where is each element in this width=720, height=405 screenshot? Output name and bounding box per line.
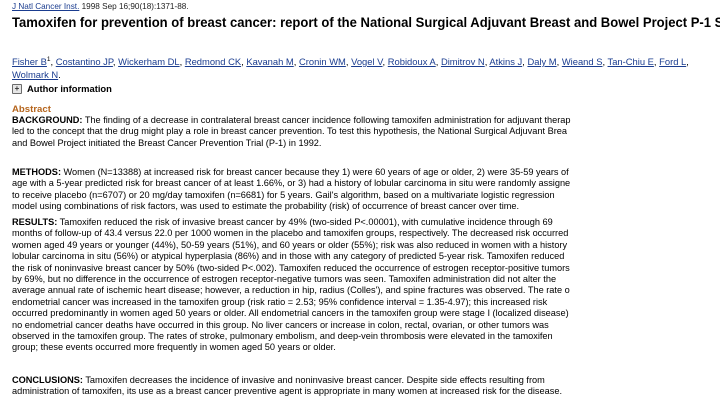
author-link[interactable]: Wickerham DL [118, 56, 180, 67]
abstract-line: METHODS: Women (N=13388) at increased ri… [12, 167, 569, 177]
abstract-line: and Bowel Project initiated the Breast C… [12, 137, 322, 148]
section-label: CONCLUSIONS: [12, 375, 83, 385]
abstract-conclusions: CONCLUSIONS: Tamoxifen decreases the inc… [12, 375, 720, 398]
abstract-line: endometrial cancer was increased in the … [12, 296, 548, 307]
author-link[interactable]: Vogel V [351, 56, 383, 67]
abstract-line: age with a 5-year predicted risk for bre… [12, 178, 571, 189]
author-link[interactable]: Cronin WM [298, 56, 346, 67]
abstract-line: by 69%, but no difference in the occurre… [12, 274, 557, 285]
citation-details: 1998 Sep 16;90(18):1371-88. [79, 2, 189, 11]
author-link[interactable]: Daly M [527, 56, 557, 67]
abstract-line: average annual rate of ischemic heart di… [12, 285, 570, 296]
abstract-line: model using combinations of risk factors… [12, 201, 520, 212]
author-information-label: Author information [27, 83, 112, 94]
abstract-methods: METHODS: Women (N=13388) at increased ri… [12, 167, 720, 213]
section-label: RESULTS: [12, 217, 58, 227]
section-label: BACKGROUND: [12, 115, 83, 125]
author-link[interactable]: Kavanah M [246, 56, 294, 67]
abstract-line: to receive placebo (n=6707) or 20 mg/day… [12, 189, 555, 200]
abstract-line: occurred predominantly in women aged 50 … [12, 308, 569, 319]
abstract-line: lobular carcinoma in situ (56%) or atypi… [12, 251, 565, 262]
author-link[interactable]: Dimitrov N [440, 56, 485, 67]
article-title: Tamoxifen for prevention of breast cance… [12, 15, 720, 30]
author-link[interactable]: Costantino JP [55, 56, 113, 67]
author-information-toggle[interactable]: + Author information [12, 83, 112, 94]
author-link[interactable]: Robidoux A [387, 56, 436, 67]
abstract-background: BACKGROUND: The finding of a decrease in… [12, 115, 720, 149]
abstract-results: RESULTS: Tamoxifen reduced the risk of i… [12, 217, 720, 354]
author-link[interactable]: Wolmark N [12, 68, 59, 80]
author-affiliation-marker: 1 [46, 56, 51, 63]
section-label: METHODS: [12, 167, 61, 177]
journal-link[interactable]: J Natl Cancer Inst. [12, 2, 80, 11]
citation: J Natl Cancer Inst. 1998 Sep 16;90(18):1… [12, 2, 189, 11]
abstract-line: led to the concept that the drug might p… [12, 126, 567, 137]
author-link[interactable]: Wieand S [561, 56, 603, 67]
abstract-line: administration of tamoxifen, its use as … [12, 386, 562, 397]
abstract-line: BACKGROUND: The finding of a decrease in… [12, 115, 571, 125]
abstract-line: the risk of noninvasive breast cancer by… [12, 262, 570, 273]
author-link[interactable]: Atkins J [489, 56, 523, 67]
author-link[interactable]: Ford L [659, 56, 687, 67]
abstract-heading: Abstract [12, 104, 51, 115]
abstract-line: RESULTS: Tamoxifen reduced the risk of i… [12, 217, 553, 227]
abstract-line: no endometrial cancer deaths have occurr… [12, 319, 549, 330]
abstract-line: group; these events occurred more freque… [12, 342, 336, 353]
abstract-line: months of follow-up of 43.4 versus 22.0 … [12, 228, 569, 239]
abstract-line: CONCLUSIONS: Tamoxifen decreases the inc… [12, 375, 545, 385]
abstract-line: observed in the tamoxifen group. The rat… [12, 331, 553, 342]
expand-plus-icon[interactable]: + [12, 83, 22, 94]
author-separator: , [50, 56, 56, 67]
author-link[interactable]: Redmond CK [184, 56, 242, 67]
author-list: Fisher B1, Costantino JP, Wickerham DL, … [12, 56, 689, 80]
abstract-line: women aged 49 years or younger (44%), 50… [12, 239, 568, 250]
author-link[interactable]: Tan-Chiu E [607, 56, 654, 67]
author-link[interactable]: Fisher B [12, 56, 47, 67]
